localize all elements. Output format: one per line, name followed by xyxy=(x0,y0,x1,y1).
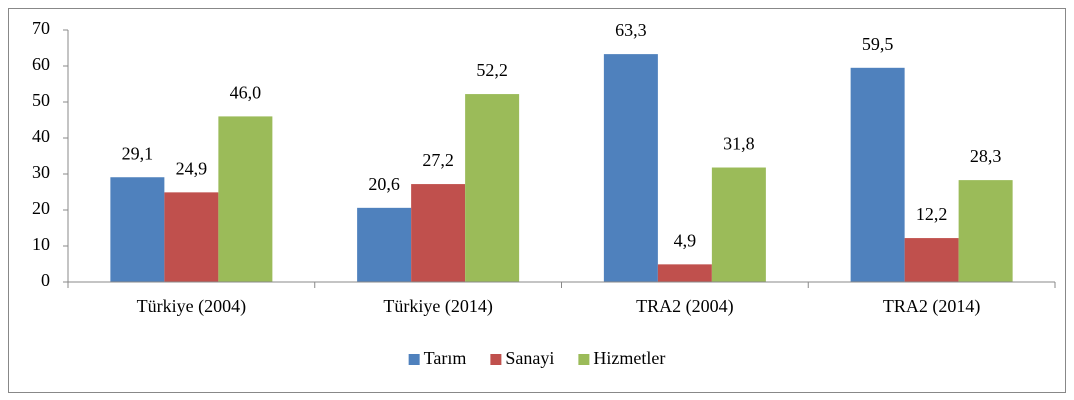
bar xyxy=(904,238,959,282)
bar xyxy=(164,192,219,282)
y-tick-label: 20 xyxy=(32,198,50,218)
value-label: 29,1 xyxy=(122,143,154,163)
value-label: 24,9 xyxy=(176,158,208,178)
bar xyxy=(465,94,520,282)
x-tick-label: Türkiye (2014) xyxy=(383,296,492,317)
value-label: 59,5 xyxy=(862,34,894,54)
bar xyxy=(850,67,905,282)
value-label: 46,0 xyxy=(230,83,262,103)
legend-label: Sanayi xyxy=(505,348,554,368)
y-tick-label: 60 xyxy=(32,54,50,74)
value-label: 20,6 xyxy=(368,174,400,194)
legend-swatch xyxy=(408,354,420,365)
bar xyxy=(657,264,712,282)
value-label: 12,2 xyxy=(916,204,948,224)
x-tick-label: TRA2 (2004) xyxy=(636,296,734,317)
bar xyxy=(411,184,466,282)
bar xyxy=(603,54,658,283)
value-label: 63,3 xyxy=(615,20,647,40)
value-label: 52,2 xyxy=(476,60,508,80)
y-tick-label: 30 xyxy=(32,162,50,182)
y-tick-label: 10 xyxy=(32,234,50,254)
bar xyxy=(711,167,766,282)
bar xyxy=(958,180,1013,282)
value-label: 27,2 xyxy=(422,150,454,170)
legend-swatch xyxy=(578,354,590,365)
y-tick-label: 40 xyxy=(32,126,50,146)
legend-label: Tarım xyxy=(424,348,467,368)
bar xyxy=(110,177,165,282)
bar xyxy=(357,207,412,282)
bar xyxy=(218,116,273,283)
x-tick-label: TRA2 (2014) xyxy=(883,296,981,317)
y-tick-label: 0 xyxy=(41,270,50,290)
value-label: 4,9 xyxy=(674,230,697,250)
y-tick-label: 50 xyxy=(32,90,50,110)
value-label: 31,8 xyxy=(723,134,755,154)
x-tick-label: Türkiye (2004) xyxy=(137,296,246,317)
legend-swatch xyxy=(490,354,502,365)
y-tick-label: 70 xyxy=(32,18,50,38)
legend-label: Hizmetler xyxy=(593,348,665,368)
value-label: 28,3 xyxy=(970,146,1002,166)
